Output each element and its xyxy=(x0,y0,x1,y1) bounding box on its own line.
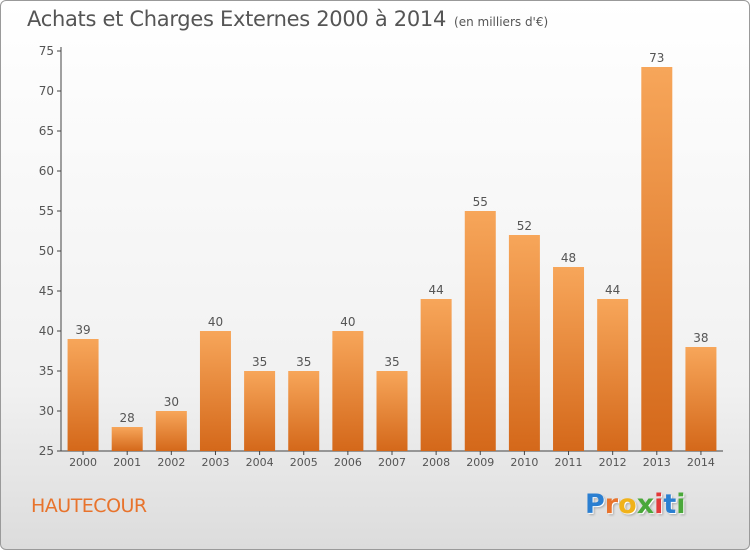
y-tick-label: 65 xyxy=(39,124,54,138)
bar-2012 xyxy=(597,299,629,451)
data-label-2009: 55 xyxy=(473,195,488,209)
x-tick-label: 2009 xyxy=(466,456,494,469)
data-label-2010: 52 xyxy=(517,219,532,233)
data-label-2003: 40 xyxy=(208,315,223,329)
data-label-2008: 44 xyxy=(428,283,443,297)
bar-2003 xyxy=(199,331,231,451)
logo-letter: P xyxy=(585,489,605,520)
x-tick-label: 2005 xyxy=(290,456,318,469)
y-tick-label: 75 xyxy=(39,44,54,58)
x-tick-label: 2013 xyxy=(643,456,671,469)
y-tick-label: 30 xyxy=(39,404,54,418)
bar-2000 xyxy=(67,339,99,451)
bar-2007 xyxy=(376,371,408,451)
chart-title: Achats et Charges Externes 2000 à 2014 (e… xyxy=(27,7,548,31)
x-tick-label: 2000 xyxy=(69,456,97,469)
bar-2001 xyxy=(111,427,143,451)
y-tick-label: 55 xyxy=(39,204,54,218)
x-tick-label: 2012 xyxy=(599,456,627,469)
logo-letter: r xyxy=(604,489,619,520)
data-label-2014: 38 xyxy=(693,331,708,345)
bar-2006 xyxy=(332,331,364,451)
bar-2013 xyxy=(641,67,673,451)
logo-letter: t xyxy=(663,489,677,520)
commune-name: HAUTECOUR xyxy=(31,495,147,517)
bar-2004 xyxy=(244,371,276,451)
y-tick-label: 45 xyxy=(39,284,54,298)
y-tick-label: 25 xyxy=(39,444,54,458)
bar-2005 xyxy=(288,371,320,451)
chart-title-text: Achats et Charges Externes 2000 à 2014 xyxy=(27,7,447,31)
y-tick-label: 60 xyxy=(39,164,54,178)
logo-letter: x xyxy=(636,489,655,520)
x-tick-label: 2011 xyxy=(555,456,583,469)
y-tick-label: 40 xyxy=(39,324,54,338)
bar-2010 xyxy=(508,235,540,451)
bar-2008 xyxy=(420,299,452,451)
data-label-2007: 35 xyxy=(384,355,399,369)
data-label-2005: 35 xyxy=(296,355,311,369)
data-label-2012: 44 xyxy=(605,283,620,297)
x-tick-label: 2004 xyxy=(246,456,274,469)
data-label-2011: 48 xyxy=(561,251,576,265)
x-tick-label: 2010 xyxy=(510,456,538,469)
logo-letter: o xyxy=(618,489,637,520)
logo-letter: i xyxy=(676,489,686,520)
x-tick-label: 2006 xyxy=(334,456,362,469)
data-label-2001: 28 xyxy=(120,411,135,425)
bar-2014 xyxy=(685,347,717,451)
x-tick-label: 2014 xyxy=(687,456,715,469)
chart-unit: (en milliers d'€) xyxy=(454,15,549,29)
data-label-2013: 73 xyxy=(649,51,664,65)
proxiti-logo: Proxiti xyxy=(585,489,686,520)
data-label-2006: 40 xyxy=(340,315,355,329)
x-tick-label: 2002 xyxy=(157,456,185,469)
data-label-2002: 30 xyxy=(164,395,179,409)
bar-2011 xyxy=(553,267,585,451)
y-tick-label: 50 xyxy=(39,244,54,258)
data-label-2000: 39 xyxy=(75,323,90,337)
bar-2009 xyxy=(464,211,496,451)
logo-letter: i xyxy=(654,489,664,520)
data-label-2004: 35 xyxy=(252,355,267,369)
bar-2002 xyxy=(155,411,187,451)
x-tick-label: 2001 xyxy=(113,456,141,469)
y-tick-label: 35 xyxy=(39,364,54,378)
y-tick-label: 70 xyxy=(39,84,54,98)
x-tick-label: 2003 xyxy=(201,456,229,469)
x-tick-label: 2008 xyxy=(422,456,450,469)
x-tick-label: 2007 xyxy=(378,456,406,469)
